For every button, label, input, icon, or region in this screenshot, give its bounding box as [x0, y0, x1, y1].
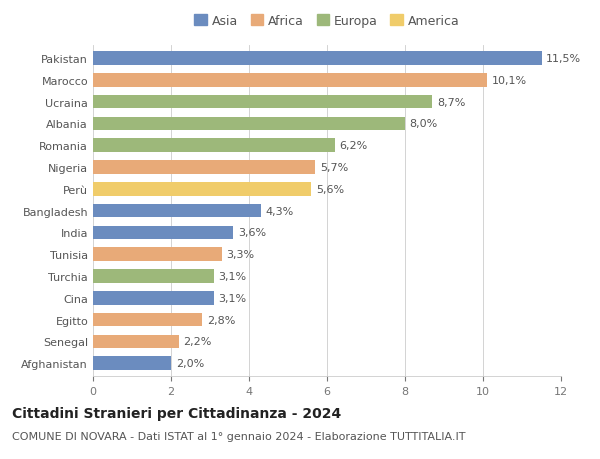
- Text: COMUNE DI NOVARA - Dati ISTAT al 1° gennaio 2024 - Elaborazione TUTTITALIA.IT: COMUNE DI NOVARA - Dati ISTAT al 1° genn…: [12, 431, 466, 442]
- Text: Cittadini Stranieri per Cittadinanza - 2024: Cittadini Stranieri per Cittadinanza - 2…: [12, 406, 341, 420]
- Bar: [93, 226, 233, 240]
- Text: 2,0%: 2,0%: [176, 358, 204, 368]
- Text: 3,3%: 3,3%: [226, 250, 254, 260]
- Text: 6,2%: 6,2%: [340, 141, 368, 151]
- Bar: [93, 313, 202, 327]
- Bar: [93, 118, 405, 131]
- Bar: [93, 183, 311, 196]
- Text: 11,5%: 11,5%: [546, 54, 581, 64]
- Bar: [93, 204, 260, 218]
- Bar: [93, 74, 487, 87]
- Legend: Asia, Africa, Europa, America: Asia, Africa, Europa, America: [190, 10, 464, 33]
- Bar: [93, 291, 214, 305]
- Text: 5,6%: 5,6%: [316, 185, 344, 195]
- Bar: [93, 139, 335, 153]
- Text: 10,1%: 10,1%: [491, 76, 527, 86]
- Text: 8,0%: 8,0%: [410, 119, 438, 129]
- Bar: [93, 357, 171, 370]
- Text: 3,6%: 3,6%: [238, 228, 266, 238]
- Bar: [93, 335, 179, 348]
- Bar: [93, 161, 316, 174]
- Text: 3,1%: 3,1%: [218, 293, 247, 303]
- Bar: [93, 248, 222, 261]
- Text: 4,3%: 4,3%: [265, 206, 293, 216]
- Text: 3,1%: 3,1%: [218, 271, 247, 281]
- Text: 2,8%: 2,8%: [207, 315, 235, 325]
- Text: 2,2%: 2,2%: [184, 336, 212, 347]
- Bar: [93, 95, 432, 109]
- Bar: [93, 269, 214, 283]
- Text: 5,7%: 5,7%: [320, 162, 348, 173]
- Bar: [93, 52, 542, 66]
- Text: 8,7%: 8,7%: [437, 97, 466, 107]
